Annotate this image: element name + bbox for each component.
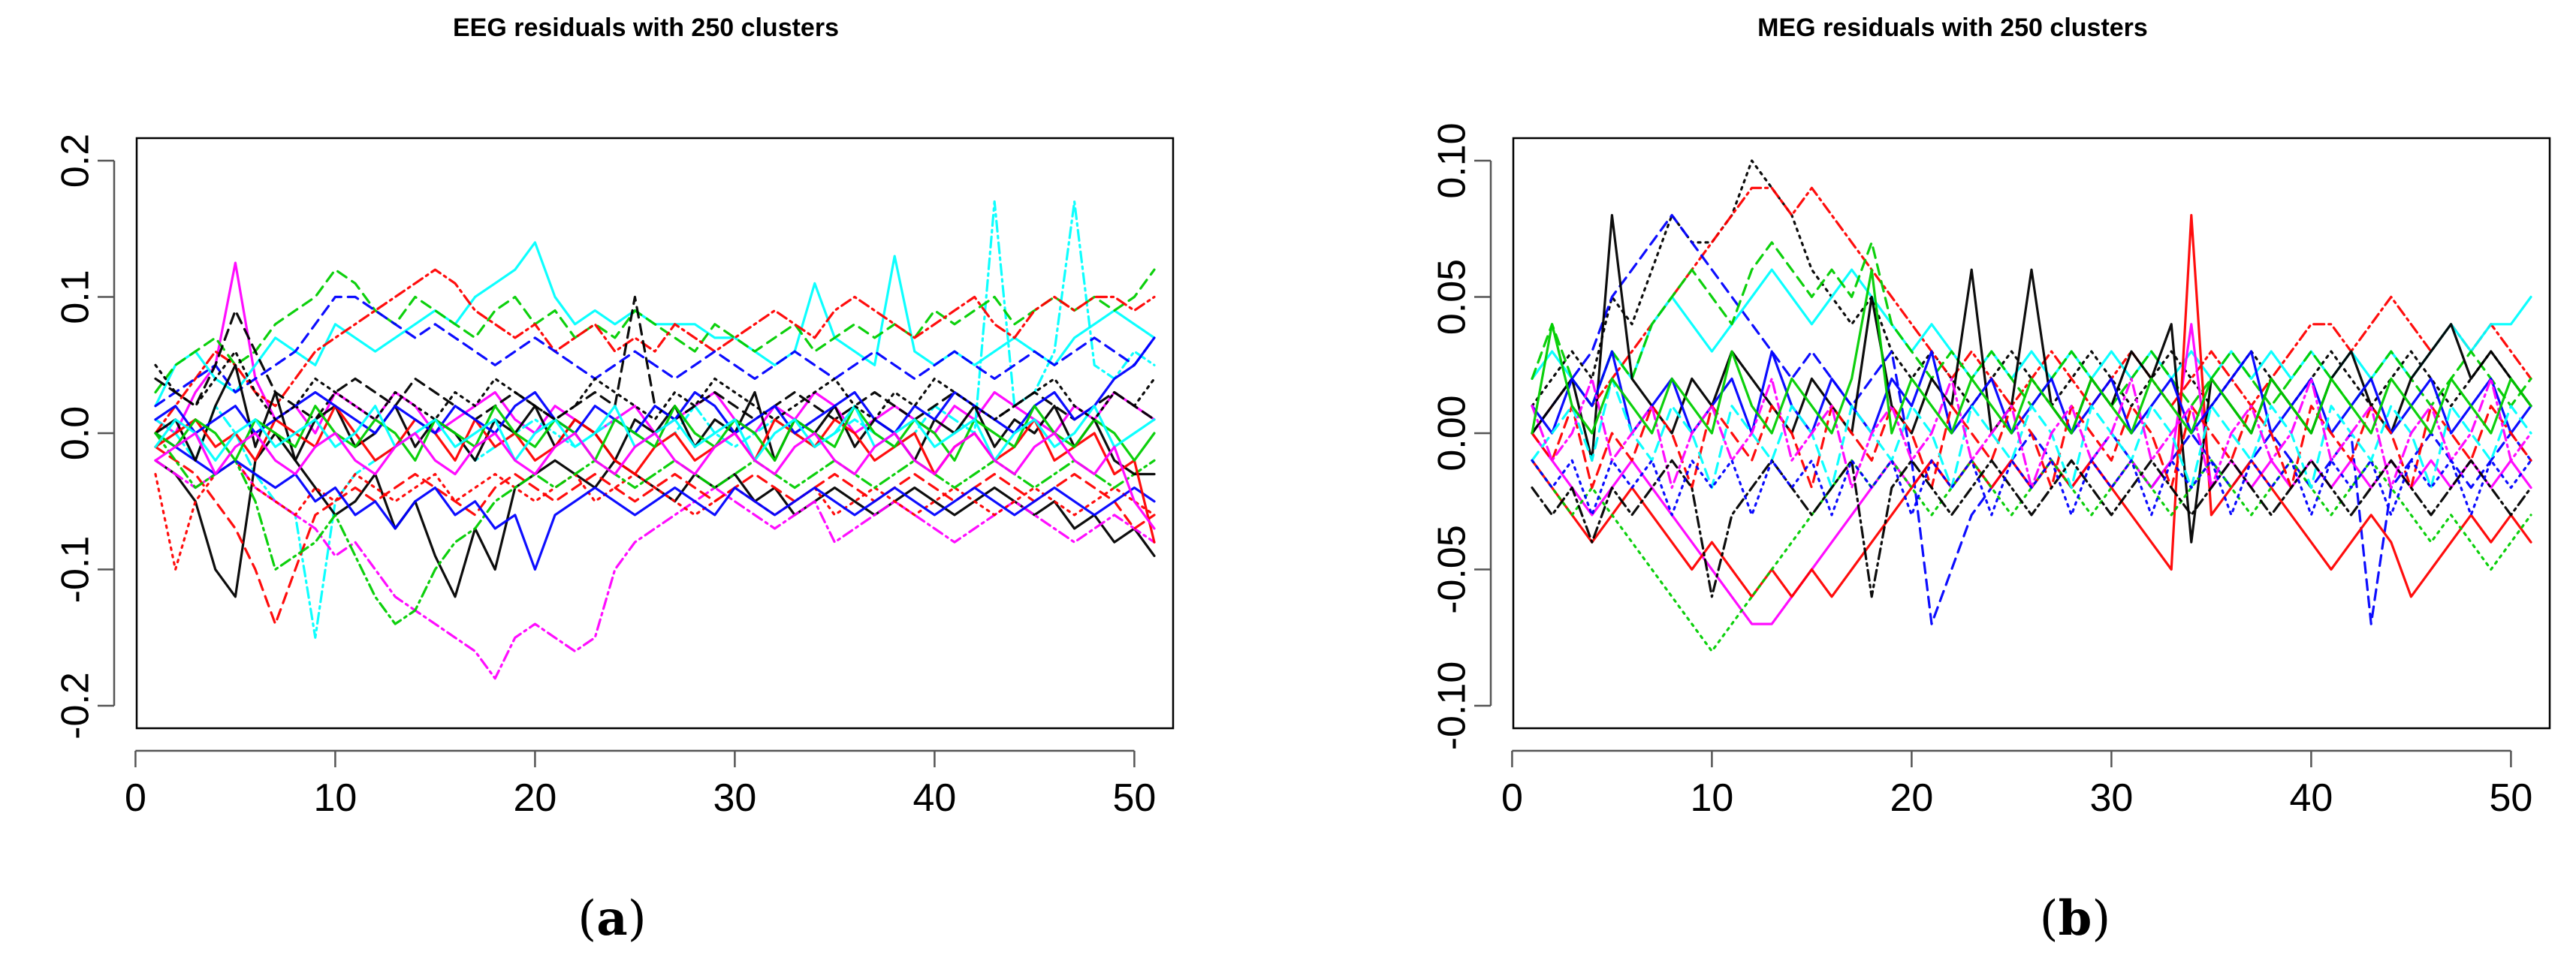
y-tick-label-eeg-0: -0.2: [54, 672, 98, 740]
series-line-eeg-5: [154, 295, 1156, 408]
y-tick-label-eeg-3: 0.1: [54, 270, 98, 324]
series-line-meg-3: [1531, 268, 2532, 408]
x-tick-label-eeg-0: 0: [125, 776, 146, 820]
x-tick-label-meg-2: 20: [1890, 776, 1933, 820]
series-line-eeg-9: [154, 445, 1156, 625]
series-line-eeg-18: [154, 432, 1156, 530]
plot-area-eeg: -0.2 -0.1 0.0 0.1 0.2 0 10 20 30 40 50: [54, 134, 1175, 820]
plot-area-meg: -0.10 -0.05 0.00 0.05 0.10 0 10 20 30 40 50: [1431, 122, 2551, 820]
x-tick-label-meg-4: 40: [2289, 776, 2333, 820]
series-line-eeg-7: [154, 459, 1156, 680]
series-line-eeg-8: [154, 459, 1156, 571]
x-tick-label-meg-0: 0: [1501, 776, 1523, 820]
panel-title-eeg: EEG residuals with 250 clusters: [453, 14, 839, 42]
panel-eeg: EEG residuals with 250 clusters -0.2 -0.1…: [54, 14, 1175, 947]
caption-b-letter: b: [2059, 890, 2092, 947]
x-tick-label-eeg-1: 10: [313, 776, 357, 820]
caption-a-letter: a: [596, 890, 627, 947]
series-line-eeg-19: [154, 350, 1156, 421]
series-line-meg-15: [1531, 459, 2532, 517]
plot-frame-meg: [1512, 137, 2551, 730]
y-tick-label-meg-3: 0.05: [1431, 259, 1474, 335]
y-tick-label-eeg-1: -0.1: [54, 536, 98, 604]
x-tick-label-meg-1: 10: [1690, 776, 1733, 820]
series-line-meg-12: [1531, 377, 2532, 490]
plot-frame-eeg: [135, 137, 1175, 730]
series-line-meg-11: [1531, 377, 2532, 490]
panel-meg: MEG residuals with 250 clusters -0.10-0.…: [1431, 14, 2551, 947]
series-line-meg-13: [1531, 459, 2532, 598]
y-tick-label-eeg-2: 0.0: [54, 406, 98, 460]
series-line-meg-0: [1531, 159, 2532, 408]
y-tick-label-meg-2: 0.00: [1431, 395, 1474, 471]
x-tick-label-eeg-4: 40: [912, 776, 956, 820]
series-line-eeg-4: [154, 268, 1156, 435]
series-group-meg: [1531, 159, 2532, 653]
x-tick-label-eeg-2: 20: [513, 776, 557, 820]
series-group-eeg: [154, 200, 1156, 680]
panel-title-meg: MEG residuals with 250 clusters: [1757, 14, 2148, 42]
x-tick-label-meg-5: 50: [2489, 776, 2532, 820]
y-tick-label-eeg-4: 0.2: [54, 134, 98, 188]
x-tick-label-eeg-5: 50: [1112, 776, 1156, 820]
y-tick-label-meg-1: -0.05: [1431, 525, 1474, 614]
series-line-eeg-16: [154, 405, 1156, 462]
y-tick-label-meg-4: 0.10: [1431, 122, 1474, 198]
series-line-eeg-11: [154, 432, 1156, 571]
x-tick-label-eeg-3: 30: [713, 776, 756, 820]
series-line-eeg-10: [154, 432, 1156, 625]
caption-b: (b): [2040, 890, 2111, 947]
y-tick-label-meg-0: -0.10: [1431, 661, 1474, 751]
series-line-eeg-3: [154, 268, 1156, 394]
x-tick-label-meg-3: 30: [2089, 776, 2133, 820]
series-line-meg-14: [1531, 268, 2532, 435]
caption-a: (a): [578, 890, 646, 947]
